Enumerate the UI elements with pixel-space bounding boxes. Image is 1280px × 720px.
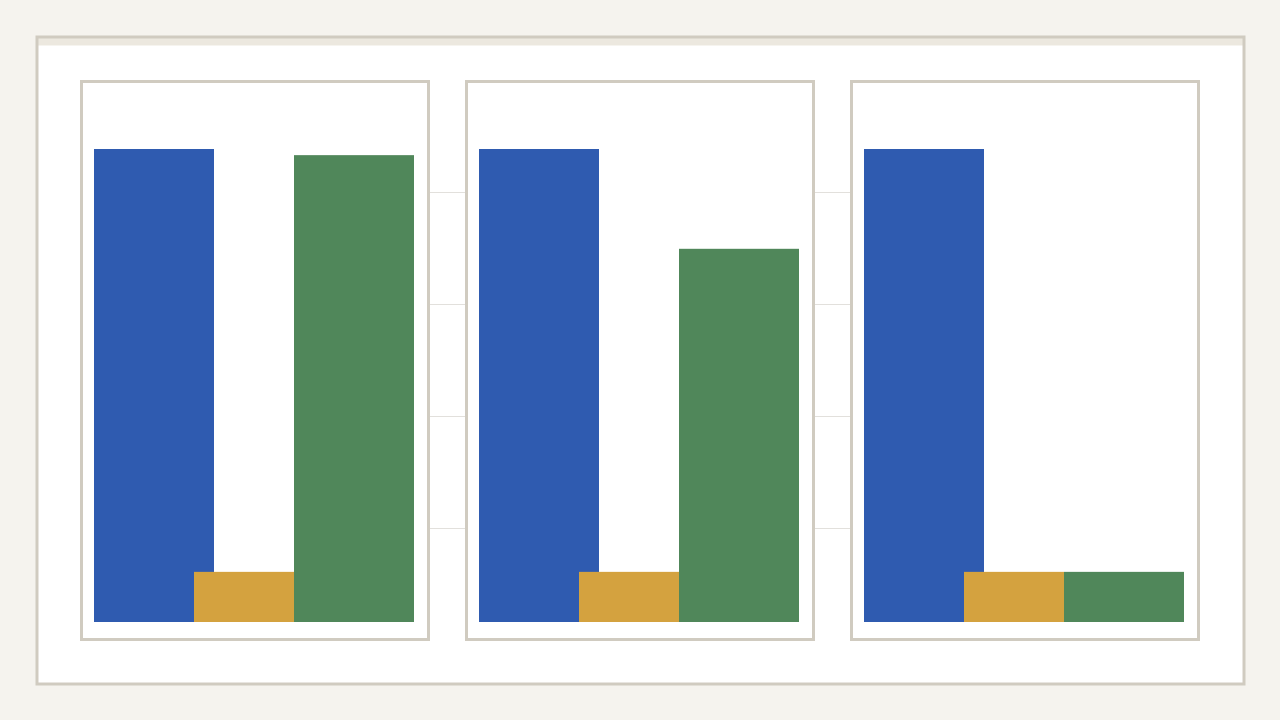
bar bbox=[579, 571, 679, 622]
bar bbox=[479, 149, 599, 622]
bar bbox=[194, 571, 294, 622]
chart-panel bbox=[465, 80, 815, 641]
bar bbox=[964, 571, 1064, 622]
bar bbox=[864, 149, 984, 622]
chart-panel bbox=[850, 80, 1200, 641]
card-header-strip bbox=[38, 38, 1243, 46]
bar bbox=[94, 149, 214, 622]
bar bbox=[1064, 571, 1184, 622]
bar bbox=[679, 248, 799, 623]
chart-panel bbox=[80, 80, 430, 641]
bar bbox=[294, 155, 414, 623]
gap-lines bbox=[430, 192, 850, 529]
